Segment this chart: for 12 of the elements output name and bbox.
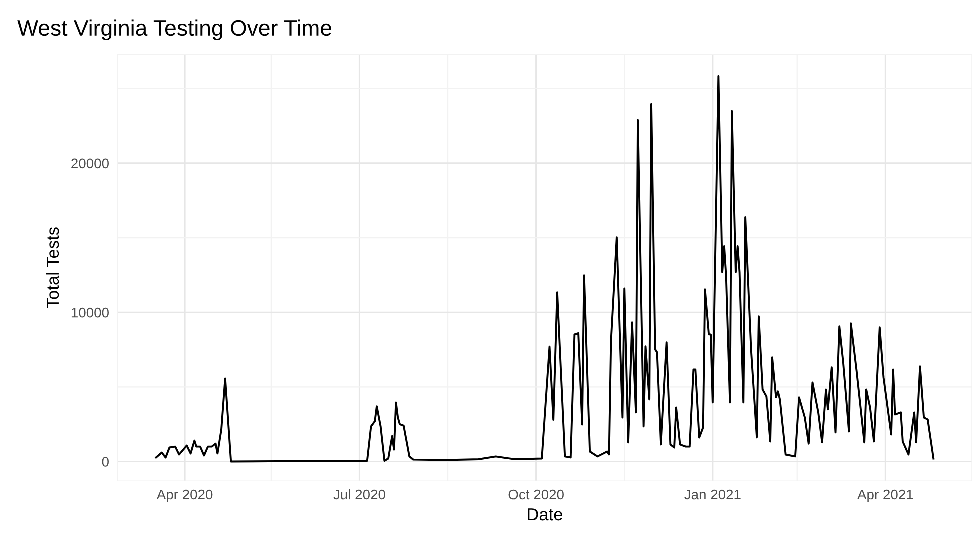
chart-title: West Virginia Testing Over Time <box>18 20 332 40</box>
y-tick-label: 0 <box>102 457 109 467</box>
x-tick-label: Apr 2021 <box>858 490 914 502</box>
line-series <box>155 75 935 463</box>
y-axis-title: Total Tests <box>46 228 60 308</box>
x-tick-label: Jul 2020 <box>334 489 386 500</box>
x-axis-title: Date <box>528 508 563 521</box>
y-tick-label: 10000 <box>72 308 109 318</box>
x-tick-label: Jan 2021 <box>684 490 741 500</box>
x-tick-label: Oct 2020 <box>508 490 564 500</box>
y-tick-label: 20000 <box>72 158 109 169</box>
x-tick-label: Apr 2020 <box>156 490 213 502</box>
